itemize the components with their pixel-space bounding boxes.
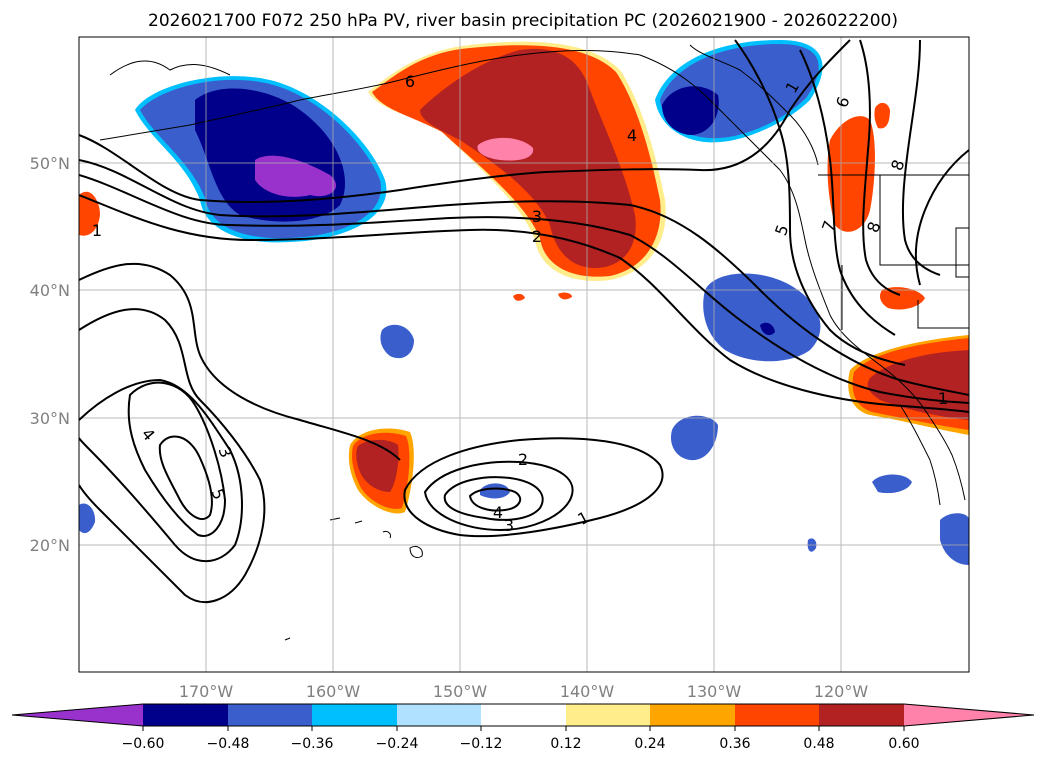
colorbar-high-extension	[904, 704, 1034, 726]
negative-anomaly-alaska-coast	[655, 40, 823, 143]
map-title: 2026021700 F072 250 hPa PV, river basin …	[148, 11, 898, 31]
lat-tick-label: 50°N	[30, 154, 70, 173]
pv-contours	[79, 39, 969, 604]
lat-tick-label: 20°N	[30, 536, 70, 555]
colorbar-bin	[397, 704, 481, 726]
lat-tick-label: 40°N	[30, 281, 70, 300]
colorbar-tick-label: −0.12	[460, 736, 503, 752]
colorbar-bin	[566, 704, 650, 726]
colorbar-tick-label: 0.36	[719, 736, 750, 752]
contour-label: 3	[532, 207, 542, 226]
lon-tick-label: 140°W	[560, 682, 615, 701]
map-area: 6 4 3 2 1 1 4 3 5 2 4 3 1 5 7 6 8 8 1	[79, 37, 969, 672]
colorbar-bin	[481, 704, 566, 726]
contour-label: 4	[627, 126, 637, 145]
colorbar-tick-label: −0.60	[122, 736, 165, 752]
contour-label: 1	[938, 389, 948, 408]
colorbar-tick-label: 0.12	[550, 736, 581, 752]
positive-anomaly-north-of-hawaii	[348, 428, 414, 514]
colorbar-bin	[312, 704, 397, 726]
contour-label: 6	[405, 72, 415, 91]
contour-label: 4	[493, 503, 503, 522]
colorbar-low-extension	[12, 704, 143, 726]
contour-label: 2	[518, 450, 528, 469]
lon-tick-label: 150°W	[433, 682, 488, 701]
lon-tick-label: 130°W	[687, 682, 742, 701]
gridlines	[79, 37, 969, 672]
contour-label: 3	[504, 516, 514, 535]
map-frame	[78, 36, 970, 673]
latitude-tick-labels: 50°N 40°N 30°N 20°N	[30, 154, 70, 555]
colorbar-tick-label: 0.24	[634, 736, 665, 752]
positive-anomaly-gulf-of-alaska	[368, 41, 666, 281]
colorbar-bin	[735, 704, 819, 726]
small-anomaly-patches	[79, 191, 969, 565]
lat-tick-label: 30°N	[30, 409, 70, 428]
contour-label: 1	[92, 221, 102, 240]
colorbar-tick-label: 0.60	[888, 736, 919, 752]
lon-tick-label: 170°W	[179, 682, 234, 701]
contour-label: 2	[532, 227, 542, 246]
longitude-tick-labels: 170°W 160°W 150°W 140°W 130°W 120°W	[179, 682, 869, 701]
colorbar-tick-label: −0.36	[291, 736, 334, 752]
colorbar-tick-label: 0.48	[803, 736, 834, 752]
colorbar-bin	[819, 704, 904, 726]
negative-anomaly-off-california	[703, 273, 821, 362]
colorbar-tick-label: −0.24	[376, 736, 419, 752]
lon-tick-label: 160°W	[306, 682, 361, 701]
colorbar-bin	[228, 704, 312, 726]
colorbar: −0.60 −0.48 −0.36 −0.24 −0.12 0.12 0.24 …	[11, 703, 1035, 752]
colorbar-bin	[143, 704, 228, 726]
lon-tick-label: 120°W	[814, 682, 869, 701]
colorbar-tick-label: −0.48	[207, 736, 250, 752]
colorbar-bin	[650, 704, 735, 726]
